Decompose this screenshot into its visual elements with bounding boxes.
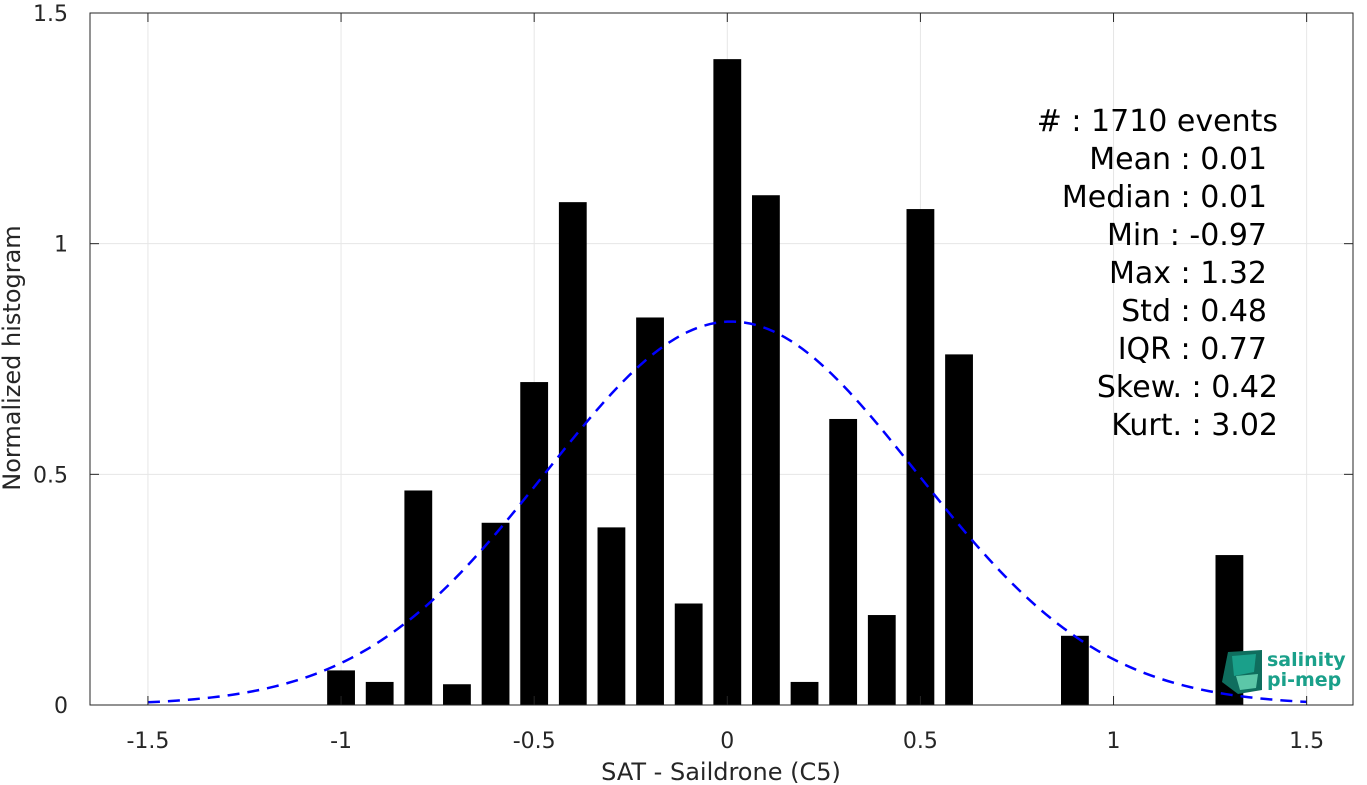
stat-line: Skew. : 0.42 (1097, 370, 1278, 405)
histogram-bar (404, 490, 433, 705)
histogram-bar (1061, 635, 1089, 705)
histogram-bars (327, 59, 1244, 706)
normal-fit-curve (147, 320, 1307, 704)
histogram-bar (752, 195, 780, 705)
x-tick-label: -1 (330, 729, 352, 754)
y-axis-label: Normalized histogram (0, 225, 26, 490)
y-tick-label: 0.5 (33, 463, 68, 488)
histogram-bar (481, 522, 510, 705)
stat-line: Min : -0.97 (1107, 218, 1267, 253)
stat-line: Max : 1.32 (1109, 256, 1267, 291)
histogram-bar (945, 354, 973, 705)
histogram-bar (906, 209, 935, 706)
stat-line: IQR : 0.77 (1118, 332, 1267, 367)
histogram-bar (443, 684, 471, 705)
stat-line: Std : 0.48 (1121, 294, 1267, 329)
x-tick-label: 1 (1107, 729, 1121, 754)
x-tick-label: 0 (720, 729, 734, 754)
x-tick-label: -0.5 (513, 729, 556, 754)
histogram-bar (365, 681, 394, 705)
stat-line: # : 1710 events (1037, 104, 1278, 139)
x-tick-label: 0.5 (903, 729, 938, 754)
x-tick-label: 1.5 (1289, 729, 1324, 754)
y-tick-label: 1.5 (33, 2, 68, 27)
plot-frame (89, 12, 1354, 706)
histogram-bar (867, 615, 896, 705)
stat-line: Kurt. : 3.02 (1111, 408, 1278, 443)
axes (89, 12, 1354, 706)
stat-line: Mean : 0.01 (1089, 142, 1267, 177)
stat-line: Median : 0.01 (1062, 180, 1267, 215)
x-tick-label: -1.5 (126, 729, 169, 754)
histogram-bar (558, 202, 587, 705)
logo-line2: pi-mep (1267, 669, 1341, 691)
y-tick-label: 0 (54, 694, 68, 719)
logo-line1: salinity (1267, 649, 1346, 671)
histogram-bar (713, 59, 742, 705)
histogram-bar (636, 317, 664, 705)
x-axis-label: SAT - Saildrone (C5) (601, 758, 841, 785)
salinity-pi-mep-logo: salinity pi-mep (1222, 649, 1346, 694)
x-tick-labels: -1.5 -1 -0.5 0 0.5 1 1.5 (126, 729, 1324, 754)
histogram-bar (674, 603, 703, 705)
histogram-bar (520, 382, 549, 705)
y-tick-labels: 0 0.5 1 1.5 (33, 2, 68, 719)
y-tick-label: 1 (54, 233, 68, 258)
histogram-bar (829, 418, 858, 705)
histogram-bar (597, 527, 626, 705)
histogram-bar (790, 681, 819, 705)
